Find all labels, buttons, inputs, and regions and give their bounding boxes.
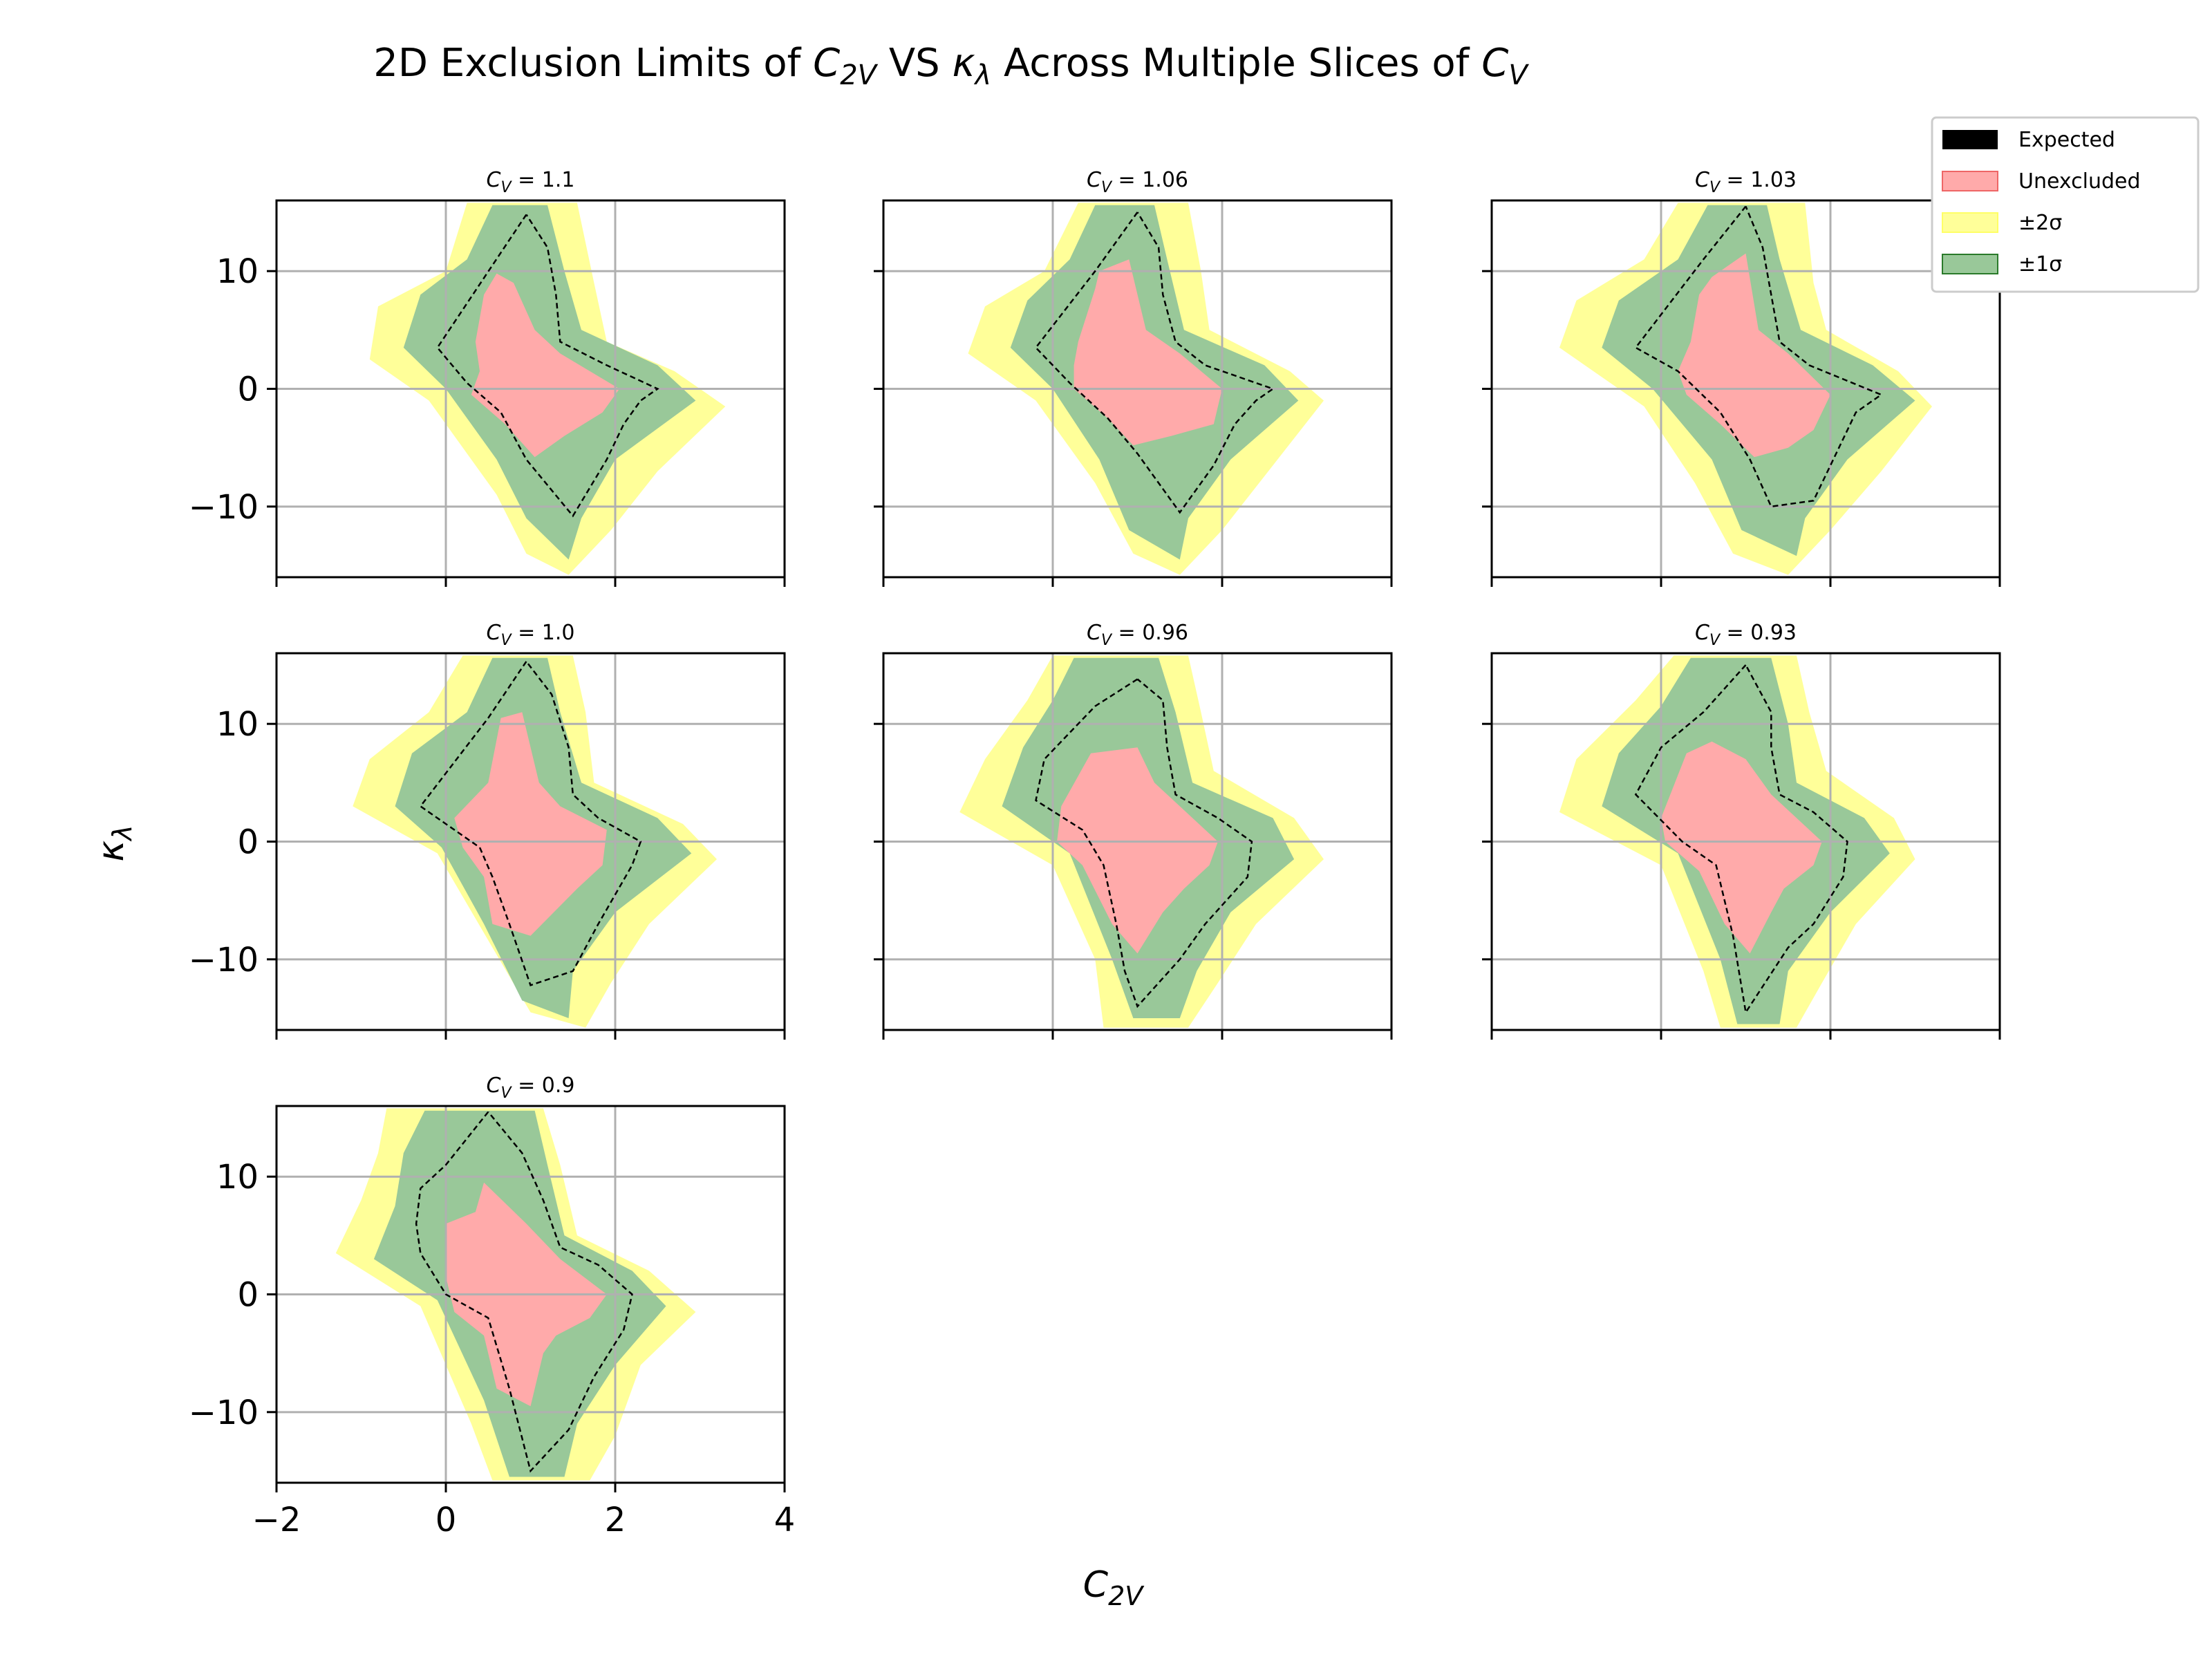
panel-cv-0.93: CV = 0.93 — [1482, 621, 2001, 1040]
y-tick-label: 10 — [216, 705, 259, 744]
region-unexcluded — [454, 712, 607, 936]
region-unexcluded — [471, 273, 620, 458]
panel-title: CV = 1.1 — [487, 168, 575, 196]
expected-contour — [415, 1111, 633, 1473]
panel-cv-1.03: CV = 1.03 — [1482, 168, 2001, 587]
region-unexcluded — [1074, 259, 1222, 446]
y-tick-label: 0 — [237, 823, 259, 862]
expected-contour — [1034, 212, 1275, 514]
panel-title: CV = 1.03 — [1695, 168, 1797, 196]
region-unexcluded — [1057, 747, 1218, 954]
panel-title: CV = 1.0 — [487, 621, 575, 649]
legend-frame — [1931, 116, 2200, 293]
legend-label-1sigma: ±1σ — [2018, 252, 2062, 276]
y-axis-label: κλ — [91, 825, 138, 861]
plot-area — [883, 200, 1391, 577]
y-tick-label: −10 — [189, 1394, 259, 1432]
plot-area — [883, 653, 1391, 1030]
expected-contour — [419, 661, 642, 986]
x-tick-label: 0 — [435, 1501, 457, 1539]
panels-group: CV = 1.1 −10 0 10 CV = 1.06 CV = 1.03 CV = 1.0… — [189, 168, 2001, 1539]
legend-swatch-2sigma — [1942, 212, 1998, 233]
region-unexcluded — [1678, 253, 1830, 458]
expected-contour — [1035, 678, 1253, 1009]
panel-cv-1.06: CV = 1.06 — [874, 168, 1393, 587]
y-tick-label: −10 — [189, 941, 259, 980]
plot-area — [276, 1106, 785, 1483]
legend-swatch-1sigma — [1942, 254, 1998, 274]
panel-title: CV = 0.9 — [487, 1074, 575, 1102]
x-tick-label: −2 — [252, 1501, 301, 1539]
x-axis-label: C2V — [1083, 1564, 1145, 1611]
legend-label-2sigma: ±2σ — [2018, 211, 2062, 235]
x-tick-label: 2 — [605, 1501, 626, 1539]
panel-cv-0.9: CV = 0.9 −10 0 10 −2 0 2 4 — [189, 1074, 796, 1539]
plot-area — [276, 653, 785, 1030]
y-tick-label: 0 — [237, 1276, 259, 1315]
panel-cv-1.1: CV = 1.1 −10 0 10 — [189, 168, 786, 587]
legend-label-unexcluded: Unexcluded — [2018, 169, 2141, 194]
plot-area — [276, 200, 785, 577]
expected-contour — [436, 214, 659, 518]
legend: Expected Unexcluded ±2σ ±1σ — [1931, 116, 2200, 293]
panel-title: CV = 0.93 — [1695, 621, 1797, 649]
panel-cv-0.96: CV = 0.96 — [874, 621, 1393, 1040]
legend-label-expected: Expected — [2018, 128, 2115, 152]
chart-title: 2D Exclusion Limits of C2V VS κλ Across … — [373, 41, 1529, 91]
plot-area — [1492, 653, 2000, 1030]
panel-title: CV = 1.06 — [1087, 168, 1188, 196]
legend-swatch-expected — [1942, 130, 1998, 149]
plot-area — [1492, 200, 2000, 577]
legend-swatch-unexcluded — [1942, 171, 1998, 191]
y-tick-label: 0 — [237, 371, 259, 409]
y-tick-label: 10 — [216, 1158, 259, 1197]
y-tick-label: 10 — [216, 252, 259, 291]
y-tick-label: −10 — [189, 488, 259, 527]
expected-contour — [1634, 664, 1848, 1015]
panel-cv-1.0: CV = 1.0 −10 0 10 — [189, 621, 786, 1040]
expected-contour — [1634, 205, 1884, 508]
panel-title: CV = 0.96 — [1087, 621, 1188, 649]
region-unexcluded — [1661, 741, 1822, 954]
x-tick-label: 4 — [774, 1501, 796, 1539]
